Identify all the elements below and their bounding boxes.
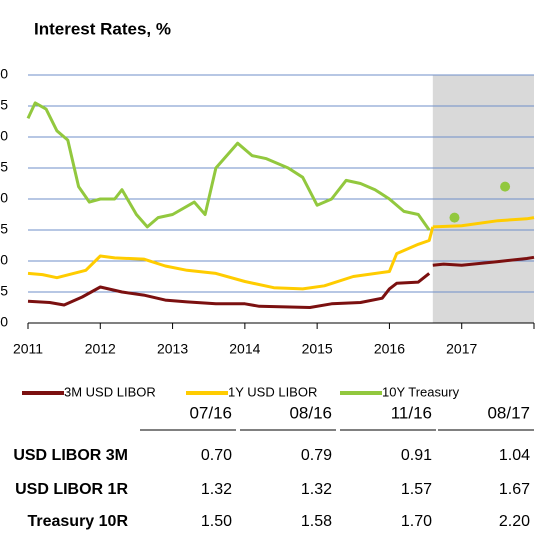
table-header: 11/16 <box>391 403 432 422</box>
x-tick-label: 2012 <box>85 341 116 357</box>
table-cell: 1.70 <box>401 513 432 530</box>
series-line <box>27 226 435 291</box>
row-label: USD LIBOR 3M <box>13 447 128 464</box>
table-cell: 1.67 <box>499 481 530 498</box>
x-tick-label: 2016 <box>374 341 405 357</box>
forecast-point <box>500 181 511 192</box>
series-line <box>26 101 431 231</box>
y-tick-label: 2.0 <box>0 190 8 206</box>
table-header: 07/16 <box>189 403 232 422</box>
legend-label: 3M USD LIBOR <box>64 384 156 399</box>
row-label: Treasury 10R <box>27 513 128 530</box>
table-cell: 0.70 <box>201 447 232 464</box>
x-tick-label: 2017 <box>446 341 477 357</box>
x-tick-label: 2011 <box>13 341 43 357</box>
y-tick-label: 0.5 <box>0 283 8 299</box>
y-tick-label: 2.5 <box>0 159 8 175</box>
table-cell: 1.04 <box>499 447 530 464</box>
chart-title: Interest Rates, % <box>34 19 171 38</box>
y-tick-label: 3.0 <box>0 128 8 144</box>
table-cell: 0.91 <box>401 447 432 464</box>
x-tick-label: 2013 <box>157 341 188 357</box>
forecast-line <box>432 216 535 229</box>
table-cell: 1.57 <box>401 481 432 498</box>
table-cell: 1.50 <box>201 513 232 530</box>
row-label: USD LIBOR 1R <box>15 481 128 498</box>
table-header: 08/16 <box>289 403 332 422</box>
table-cell: 1.32 <box>201 481 232 498</box>
y-tick-label: 0.0 <box>0 314 8 330</box>
table-cell: 1.58 <box>301 513 332 530</box>
table-header: 08/17 <box>487 403 530 422</box>
series-line <box>27 272 431 309</box>
legend-label: 10Y Treasury <box>382 384 460 399</box>
x-tick-label: 2015 <box>302 341 333 357</box>
forecast-line <box>432 255 535 267</box>
forecast-point <box>449 212 460 223</box>
table-cell: 0.79 <box>301 447 332 464</box>
table-cell: 2.20 <box>499 513 530 530</box>
table-cell: 1.32 <box>301 481 332 498</box>
y-tick-label: 4.0 <box>0 66 8 82</box>
y-tick-label: 1.5 <box>0 221 8 237</box>
x-tick-label: 2014 <box>229 341 260 357</box>
y-tick-label: 3.5 <box>0 97 8 113</box>
y-tick-label: 1.0 <box>0 252 8 268</box>
legend-label: 1Y USD LIBOR <box>228 384 317 399</box>
